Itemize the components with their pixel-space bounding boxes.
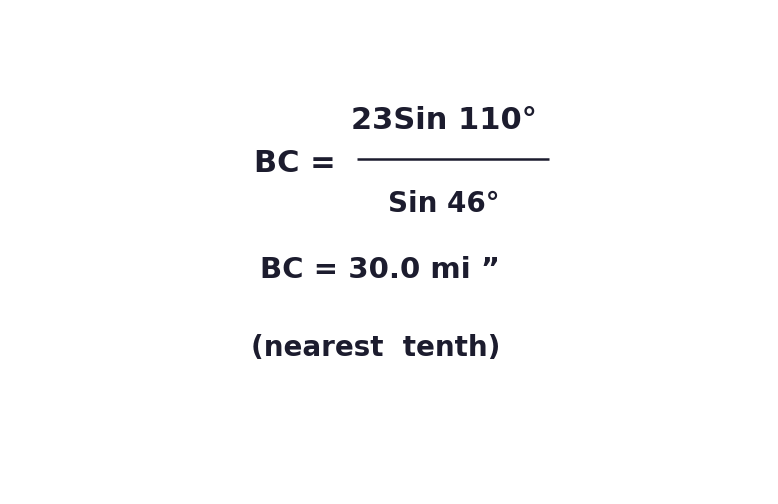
Text: 23Sin 110°: 23Sin 110°: [351, 106, 537, 135]
Text: (nearest  tenth): (nearest tenth): [251, 334, 500, 362]
Text: BC =: BC =: [254, 149, 346, 178]
Text: BC = 30.0 mi ”: BC = 30.0 mi ”: [260, 256, 500, 284]
Text: Sin 46°: Sin 46°: [388, 190, 499, 218]
